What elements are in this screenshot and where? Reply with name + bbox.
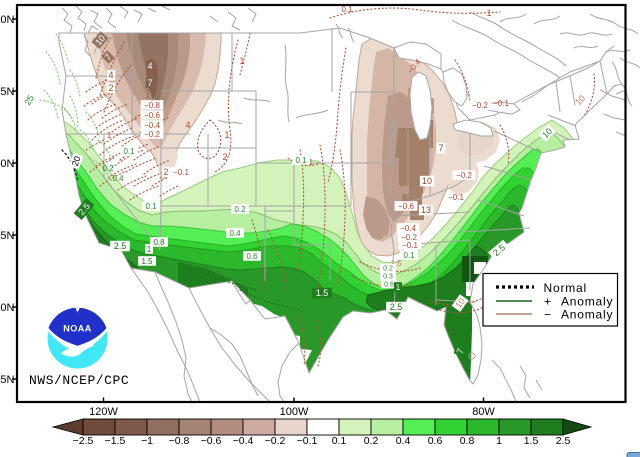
svg-text:−0.6: −0.6 — [144, 111, 160, 120]
svg-text:Anomaly: Anomaly — [561, 308, 613, 322]
svg-text:−0.6: −0.6 — [201, 435, 222, 447]
svg-text:0.1: 0.1 — [403, 251, 415, 260]
svg-text:−0.2: −0.2 — [456, 171, 472, 180]
svg-text:1.5: 1.5 — [390, 259, 402, 268]
svg-text:2.5: 2.5 — [114, 241, 127, 251]
svg-text:1.5: 1.5 — [524, 435, 539, 447]
svg-text:−0.2: −0.2 — [265, 435, 286, 447]
svg-text:1: 1 — [147, 245, 152, 254]
svg-text:20: 20 — [70, 155, 83, 168]
svg-text:80W: 80W — [472, 406, 495, 418]
svg-text:Anomaly: Anomaly — [561, 295, 613, 309]
svg-text:0.1: 0.1 — [145, 202, 157, 211]
svg-text:2: 2 — [222, 152, 227, 162]
svg-text:2.5: 2.5 — [556, 435, 571, 447]
svg-text:−0.4: −0.4 — [144, 121, 160, 130]
svg-text:0.2: 0.2 — [234, 205, 246, 214]
svg-text:1: 1 — [496, 435, 502, 447]
svg-text:0.1: 0.1 — [332, 435, 347, 447]
svg-text:−1: −1 — [141, 435, 153, 447]
svg-text:10: 10 — [93, 33, 107, 47]
svg-text:1: 1 — [224, 130, 229, 140]
svg-text:7: 7 — [438, 143, 443, 153]
svg-text:−0.4: −0.4 — [400, 224, 416, 233]
svg-text:0.4: 0.4 — [396, 435, 411, 447]
svg-text:−0.1: −0.1 — [402, 241, 418, 250]
svg-text:120W: 120W — [89, 406, 118, 418]
svg-text:0.2: 0.2 — [102, 164, 114, 173]
svg-text:7: 7 — [455, 347, 466, 355]
svg-text:4: 4 — [185, 120, 190, 130]
svg-text:50N: 50N — [0, 14, 15, 26]
svg-text:0.4: 0.4 — [112, 174, 124, 183]
svg-text:0.8: 0.8 — [460, 435, 475, 447]
svg-text:−: − — [544, 308, 552, 322]
svg-text:0.1: 0.1 — [341, 5, 353, 14]
svg-text:−0.2: −0.2 — [144, 130, 160, 139]
svg-text:25N: 25N — [0, 374, 15, 386]
svg-text:−0.1: −0.1 — [448, 193, 464, 202]
svg-text:10: 10 — [453, 296, 467, 310]
svg-text:1: 1 — [396, 283, 401, 292]
svg-text:2: 2 — [108, 83, 113, 93]
svg-text:10: 10 — [573, 93, 587, 107]
svg-text:Normal: Normal — [544, 281, 587, 295]
svg-text:0.4: 0.4 — [229, 229, 241, 238]
svg-text:0.2: 0.2 — [364, 435, 379, 447]
svg-text:NWS/NCEP/CPC: NWS/NCEP/CPC — [29, 373, 129, 388]
svg-text:4: 4 — [147, 61, 152, 71]
svg-text:0.8: 0.8 — [153, 238, 165, 247]
svg-text:45N: 45N — [0, 86, 15, 98]
svg-text:0.2: 0.2 — [383, 266, 393, 273]
svg-text:−0.6: −0.6 — [398, 202, 414, 211]
svg-text:1.5: 1.5 — [141, 257, 153, 266]
svg-text:−0.1: −0.1 — [173, 168, 189, 177]
svg-text:10: 10 — [422, 176, 432, 186]
svg-text:7: 7 — [147, 78, 152, 88]
svg-text:NOAA: NOAA — [63, 324, 92, 334]
svg-text:−0.4: −0.4 — [233, 435, 254, 447]
svg-text:13: 13 — [421, 205, 431, 215]
svg-text:1: 1 — [486, 8, 491, 18]
svg-text:0.1: 0.1 — [123, 147, 135, 156]
svg-text:−0.1: −0.1 — [493, 99, 509, 108]
svg-text:4: 4 — [108, 70, 113, 80]
svg-text:0.1: 0.1 — [295, 156, 307, 165]
svg-text:2: 2 — [163, 167, 168, 177]
svg-text:0.3: 0.3 — [383, 274, 393, 281]
svg-text:1: 1 — [239, 56, 244, 66]
svg-text:0.6: 0.6 — [384, 282, 394, 289]
svg-text:2.5: 2.5 — [390, 302, 403, 312]
svg-text:−0.1: −0.1 — [297, 435, 318, 447]
svg-text:0.6: 0.6 — [428, 435, 443, 447]
svg-text:100W: 100W — [280, 406, 309, 418]
svg-text:0.6: 0.6 — [246, 252, 258, 261]
svg-text:+: + — [544, 295, 552, 309]
svg-text:−0.2: −0.2 — [401, 233, 417, 242]
svg-text:7: 7 — [103, 52, 114, 63]
svg-text:−1.5: −1.5 — [105, 435, 126, 447]
svg-text:1.5: 1.5 — [316, 288, 329, 298]
svg-text:−2.5: −2.5 — [73, 435, 94, 447]
svg-text:25: 25 — [22, 93, 36, 107]
svg-text:−0.8: −0.8 — [169, 435, 190, 447]
svg-text:−0.8: −0.8 — [144, 101, 160, 110]
svg-text:35N: 35N — [0, 230, 15, 242]
svg-text:40N: 40N — [0, 158, 15, 170]
svg-text:30N: 30N — [0, 302, 15, 314]
svg-text:−0.2: −0.2 — [472, 101, 488, 110]
svg-text:1: 1 — [107, 131, 112, 140]
